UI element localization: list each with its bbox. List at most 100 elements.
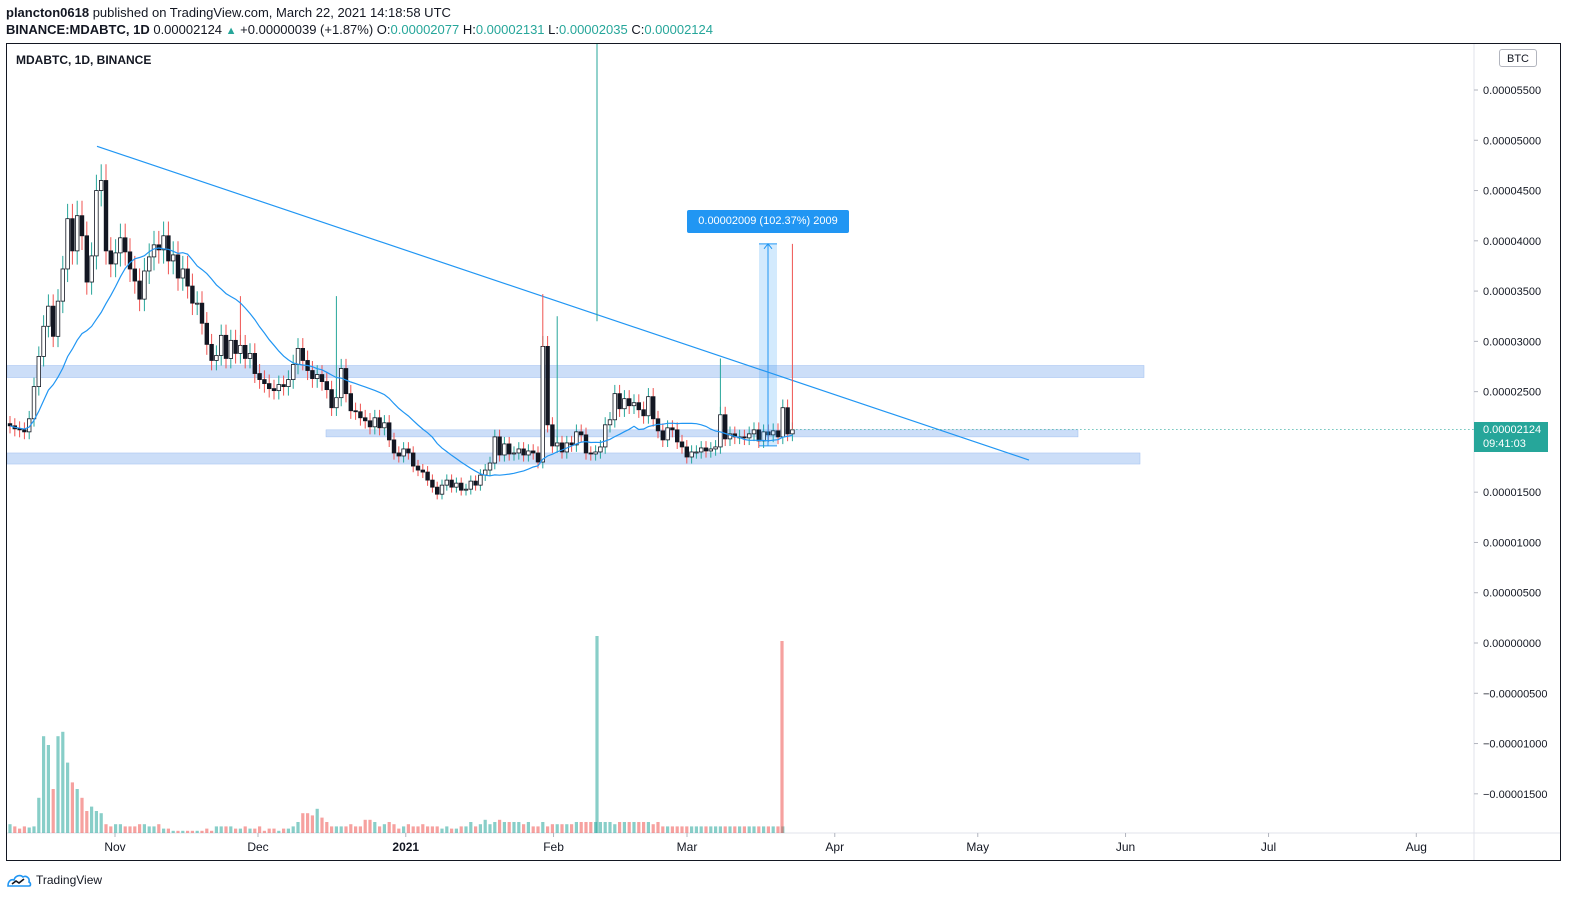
chart-frame[interactable]: 0.00005500 0.00005000 0.00004500 0.00004000… [6,43,1561,861]
y-tick-label: 0.00002500 [1483,387,1541,399]
volume-bar [94,811,98,833]
volume-bar [42,736,46,833]
candle-body [190,285,195,304]
candle-body [386,422,392,441]
volume-bar [651,824,655,833]
candle-body [22,429,27,433]
candle-body [358,411,363,419]
volume-bar [536,826,540,833]
footer-brand[interactable]: TradingView [36,873,103,887]
candle-body [588,452,593,455]
volume-bar [166,828,170,833]
volume-bar [704,826,708,833]
volume-bar [445,826,449,833]
volume-bar [224,826,228,833]
candle-body [17,428,22,431]
volume-bar [210,830,214,833]
y-tick-label: 0.00000000 [1483,638,1541,650]
volume-bar [392,824,396,833]
y-tick-label: 0.00005500 [1483,85,1541,97]
candle-body [607,419,613,426]
candle-body [497,436,502,456]
candle-body [593,451,598,455]
volume-bar [325,822,329,833]
candle-body [598,446,603,453]
candle-body [660,430,665,441]
candle-body [132,268,137,282]
currency-badge[interactable]: BTC [1499,49,1537,67]
volume-bar [699,826,703,833]
candle-body [108,250,113,265]
volume-bar [469,822,473,833]
candle-body [775,430,781,438]
candle-body [617,393,622,410]
volume-bar [440,828,444,833]
candle-body [286,379,291,388]
h-label: H: [462,22,476,37]
candle-body [118,237,123,254]
volume-bar [714,826,718,833]
y-tick-label: 0.00005000 [1483,135,1541,147]
volume-bar [613,824,617,833]
candle-body [194,302,200,305]
volume-bar [310,815,314,833]
volume-bar [258,826,262,833]
volume-bar [498,819,502,833]
volume-bar [186,830,190,833]
volume-bar [406,824,410,833]
candle-body [324,381,329,391]
volume-bar [742,826,746,833]
volume-bar [416,826,420,833]
volume-bar [27,827,31,833]
x-tick-label: Jun [1116,840,1135,854]
candle-body [756,429,761,442]
candle-body [468,480,473,490]
candle-body [694,451,699,454]
y-tick-label: 0.00004000 [1483,236,1541,248]
volume-bar [426,826,430,833]
x-tick-label: Mar [677,840,698,854]
y-tick-label: 0.00004500 [1483,186,1541,198]
candle-body [123,237,128,253]
y-tick-label: −0.00001500 [1483,789,1548,801]
volume-bar [56,736,60,833]
candle-body [785,407,790,435]
volume-bar [32,826,36,833]
candle-body [727,433,733,440]
measure-label[interactable]: 0.00002009 (102.37%) 2009 [687,210,849,233]
volume-bar [200,830,204,833]
candle-body [771,430,776,436]
author-name[interactable]: plancton0618 [6,5,90,20]
candle-body [60,268,65,302]
candle-body [338,368,344,399]
candle-body [531,450,536,454]
volume-bar [368,819,372,833]
candle-body [473,480,478,486]
volume-bar [123,826,127,833]
candle-body [751,429,757,435]
candle-body [713,446,718,450]
volume-bar [181,830,185,833]
volume-bar [18,828,22,833]
candle-body [458,482,464,491]
volume-bar [162,828,166,833]
volume-bar [354,826,358,833]
candle-body [454,482,459,488]
volume-bar [637,822,641,833]
y-tick-label: 0.00001000 [1483,537,1541,549]
candle-body [410,452,416,467]
price-change: +0.00000039 (+1.87%) [240,22,374,37]
candle-body [521,448,526,456]
candle-body [65,218,70,270]
candle-body [36,356,41,388]
volume-bar [61,731,65,833]
volume-bar [22,826,26,833]
candle-body [295,348,301,365]
volume-bar [560,824,564,833]
chart-title: MDABTC, 1D, BINANCE [16,53,152,67]
volume-bar [133,826,137,833]
volume-bar [488,824,492,833]
price-chart[interactable]: 0.00005500 0.00005000 0.00004500 0.00004000… [7,44,1561,861]
volume-bar [728,826,732,833]
volume-bar [190,830,194,833]
